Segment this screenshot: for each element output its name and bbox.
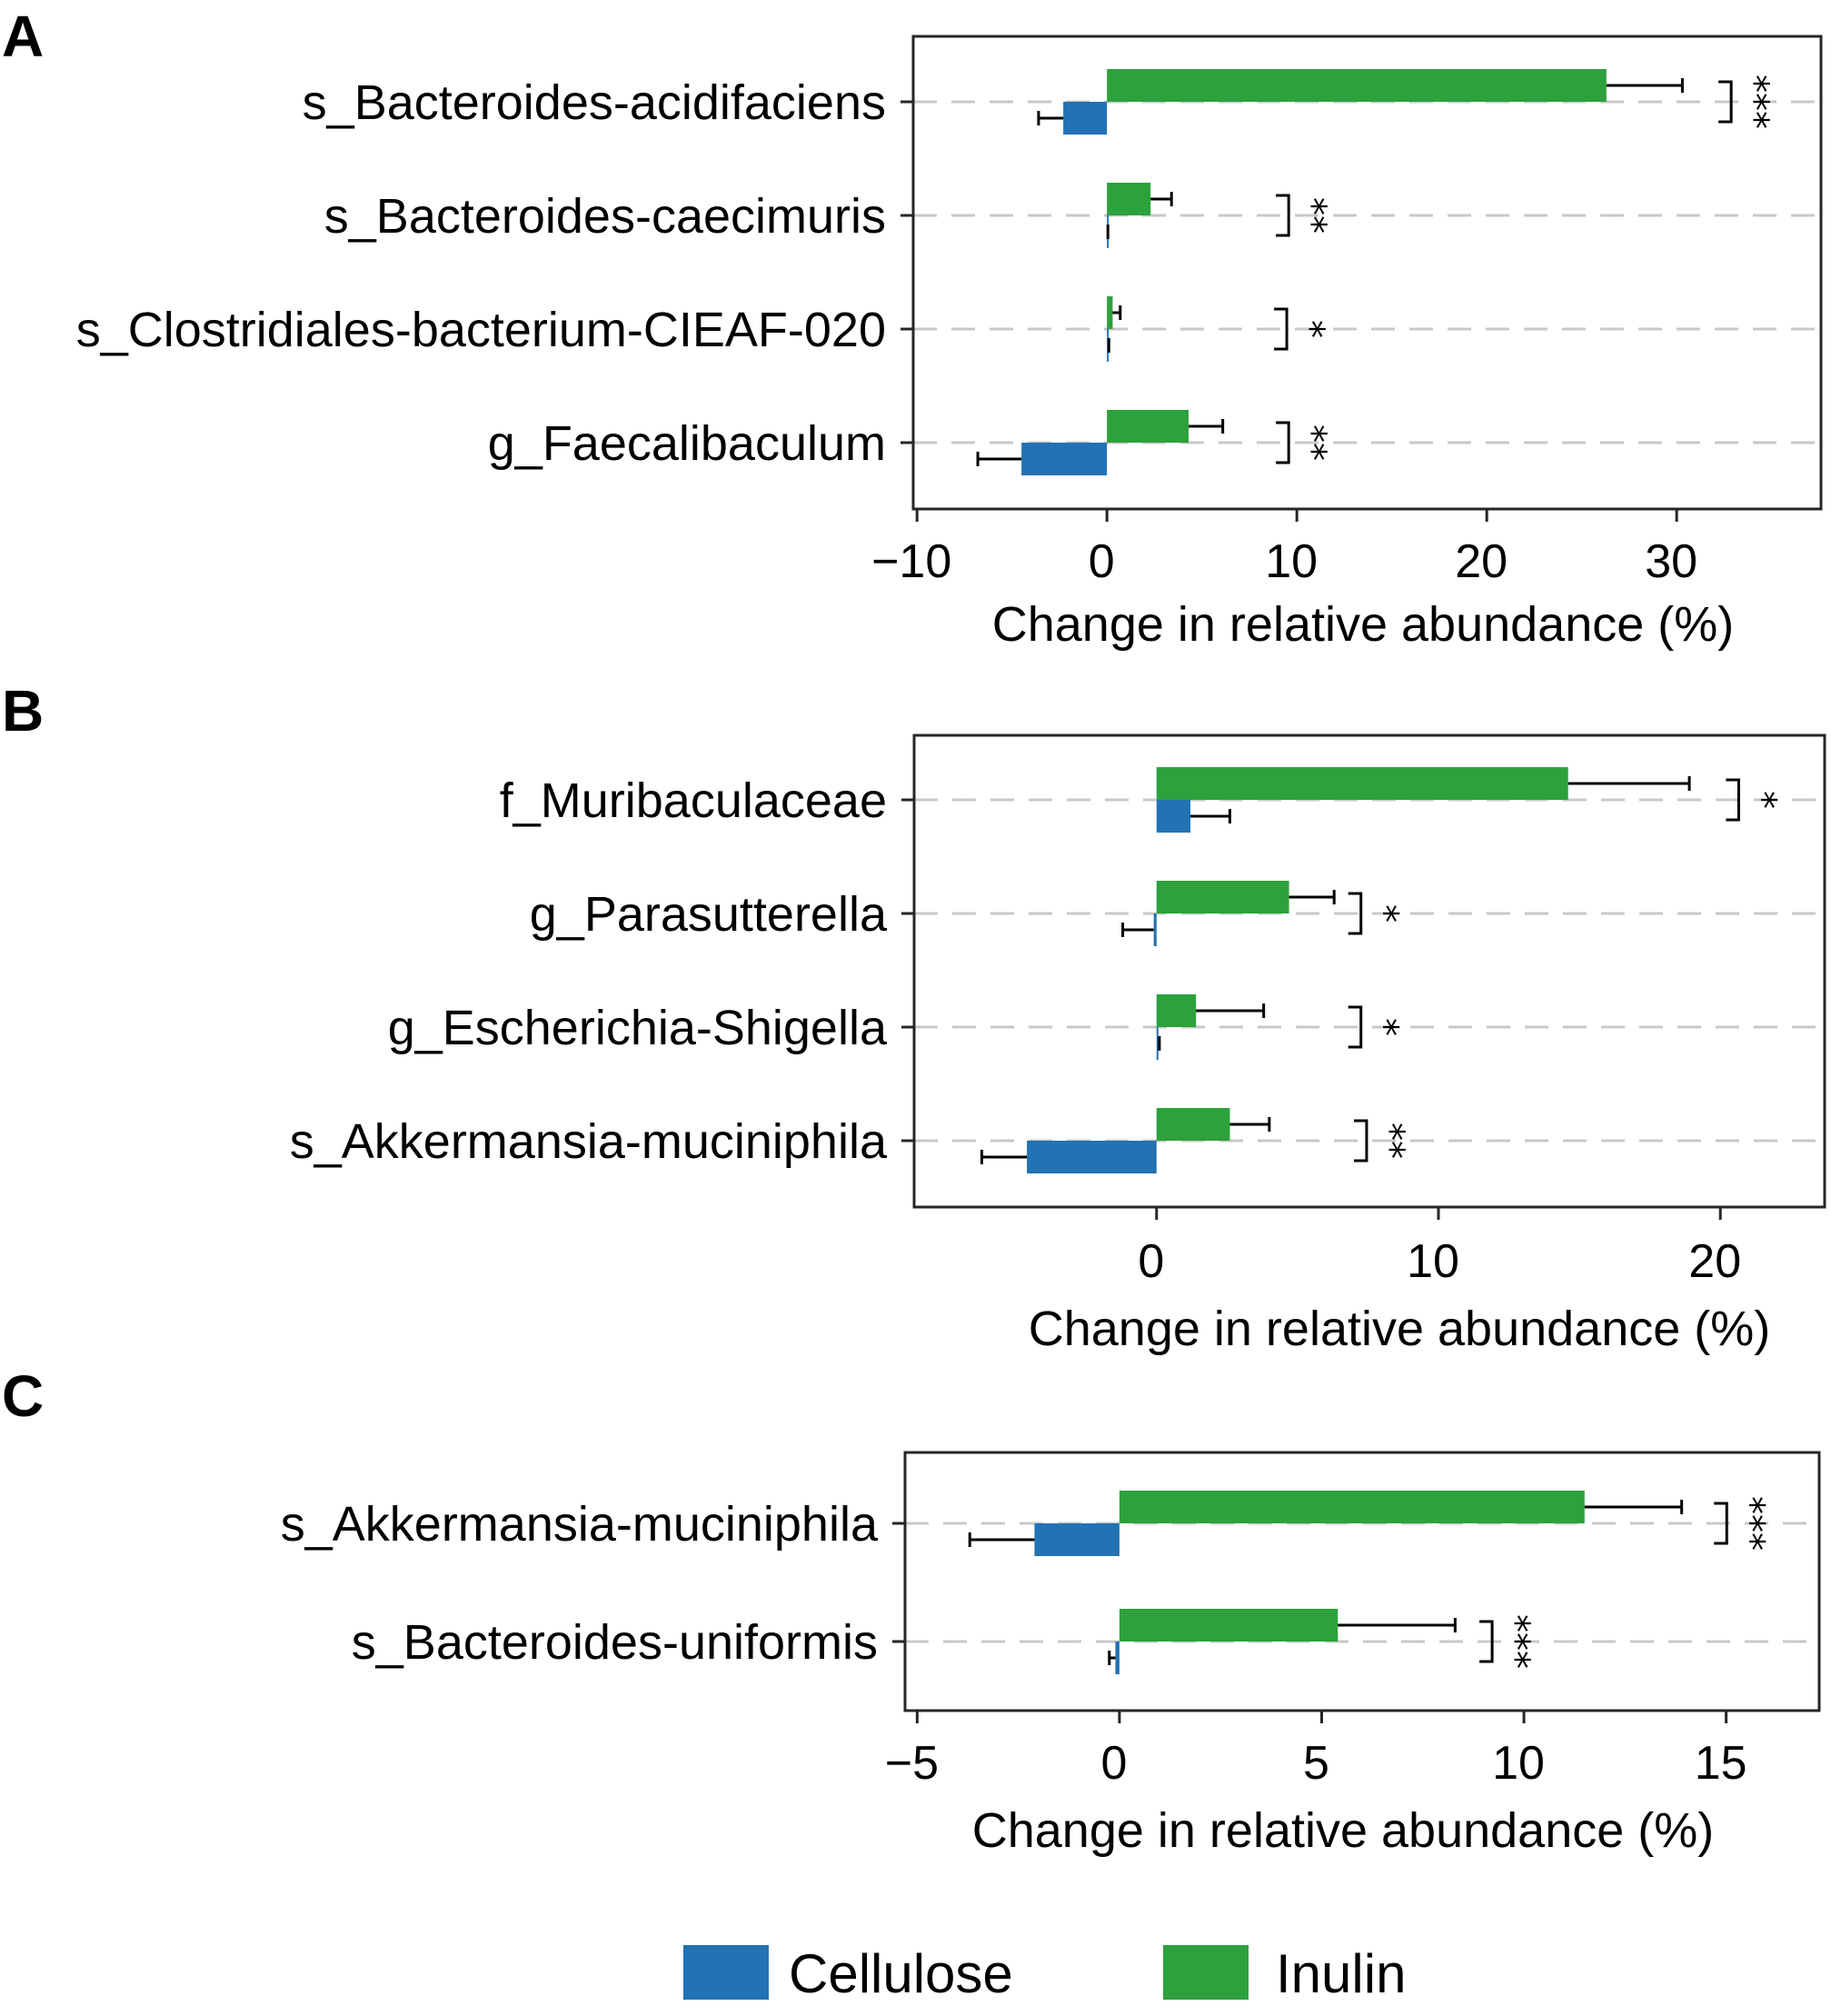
y-tick-label: g_Faecalibaculum xyxy=(488,416,886,471)
legend-swatch-inulin xyxy=(1163,1945,1249,2000)
plot-frame xyxy=(912,734,1826,1209)
panel-a: A ********s_Bacteroides-acidifacienss_Ba… xyxy=(2,4,1823,652)
bar-cellulose xyxy=(1027,1141,1157,1173)
x-tick-label: 30 xyxy=(1645,535,1697,588)
bar-cellulose xyxy=(1034,1523,1119,1556)
significance-bracket xyxy=(1276,421,1290,464)
x-axis-title: Change in relative abundance (%) xyxy=(992,597,1735,652)
bar-inulin xyxy=(1107,410,1189,443)
significance-bracket xyxy=(1479,1620,1494,1663)
x-tick-label: 10 xyxy=(1492,1737,1545,1790)
x-tick-label: 10 xyxy=(1265,535,1318,588)
significance-stars: * xyxy=(1741,791,1783,809)
panel-letter-a: A xyxy=(2,4,44,69)
y-tick-label: s_Bacteroides-uniformis xyxy=(352,1615,878,1670)
x-tick-label: 5 xyxy=(1303,1737,1329,1790)
significance-bracket xyxy=(1274,307,1289,351)
significance-bracket xyxy=(1726,778,1740,822)
y-tick-label: s_Bacteroides-caecimuris xyxy=(324,189,886,244)
legend-swatch-cellulose xyxy=(683,1945,769,2000)
bar-inulin xyxy=(1156,1108,1230,1141)
x-tick-label: −5 xyxy=(885,1737,939,1790)
bar-inulin xyxy=(1107,296,1113,329)
y-tick-label: s_Clostridiales-bacterium-CIEAF-020 xyxy=(76,303,886,357)
legend-label-inulin: Inulin xyxy=(1276,1943,1406,2004)
panel-letter-c: C xyxy=(2,1363,44,1429)
significance-bracket xyxy=(1714,1502,1728,1545)
significance-bracket xyxy=(1348,1005,1363,1049)
significance-stars: ** xyxy=(1369,1123,1411,1159)
bar-inulin xyxy=(1156,881,1289,913)
x-axis-title: Change in relative abundance (%) xyxy=(972,1803,1715,1858)
bar-inulin xyxy=(1119,1609,1338,1642)
significance-stars: * xyxy=(1364,904,1406,923)
bar-cellulose xyxy=(1153,913,1157,946)
bar-inulin xyxy=(1107,183,1151,215)
bar-inulin xyxy=(1156,767,1568,800)
significance-stars: ** xyxy=(1291,197,1333,234)
bar-inulin xyxy=(1156,994,1197,1027)
significance-stars: * xyxy=(1289,320,1331,338)
significance-bracket xyxy=(1348,892,1363,935)
panel-b: B *****f_Muribaculaceaeg_Parasutterellag… xyxy=(2,678,1826,1356)
significance-bracket xyxy=(1353,1119,1368,1163)
panel-letter-b: B xyxy=(2,678,44,744)
y-tick-label: f_Muribaculaceae xyxy=(500,773,887,828)
bar-cellulose xyxy=(1063,102,1108,135)
bar-cellulose xyxy=(1021,443,1108,475)
panel-c: C *** *** s_Akkermansia-muciniphila s_Bacte… xyxy=(2,1363,1821,1858)
y-tick-label: s_Akkermansia-muciniphila xyxy=(281,1497,879,1552)
x-tick-label: 20 xyxy=(1455,535,1508,588)
y-tick-label: s_Akkermansia-muciniphila xyxy=(290,1114,888,1169)
x-tick-label: 0 xyxy=(1089,535,1115,588)
plot-frame xyxy=(911,35,1823,511)
x-tick-label: 15 xyxy=(1695,1737,1747,1790)
x-tick-label: 0 xyxy=(1100,1737,1127,1790)
bar-cellulose xyxy=(1156,800,1191,833)
significance-stars: *** xyxy=(1734,75,1776,129)
x-tick-label: 20 xyxy=(1688,1235,1741,1288)
significance-stars: *** xyxy=(1729,1496,1771,1551)
x-tick-label: −10 xyxy=(871,535,951,588)
bar-inulin xyxy=(1107,69,1607,102)
bar-cellulose xyxy=(1115,1642,1119,1674)
significance-stars: ** xyxy=(1291,424,1333,461)
plot-frame xyxy=(903,1451,1821,1712)
y-tick-label: s_Bacteroides-acidifaciens xyxy=(303,75,886,130)
y-tick-label: g_Parasutterella xyxy=(530,887,888,942)
bar-cellulose xyxy=(1156,1027,1159,1060)
legend: Cellulose Inulin xyxy=(683,1943,1406,2004)
x-axis-title: Change in relative abundance (%) xyxy=(1029,1302,1771,1356)
y-tick-label: g_Escherichia-Shigella xyxy=(388,1001,888,1055)
significance-stars: *** xyxy=(1495,1614,1537,1669)
significance-stars: * xyxy=(1364,1018,1406,1036)
significance-bracket xyxy=(1276,194,1290,237)
x-tick-label: 10 xyxy=(1407,1235,1459,1288)
bar-inulin xyxy=(1119,1491,1585,1523)
significance-bracket xyxy=(1718,80,1733,124)
legend-label-cellulose: Cellulose xyxy=(789,1943,1013,2004)
x-tick-label: 0 xyxy=(1138,1235,1164,1288)
